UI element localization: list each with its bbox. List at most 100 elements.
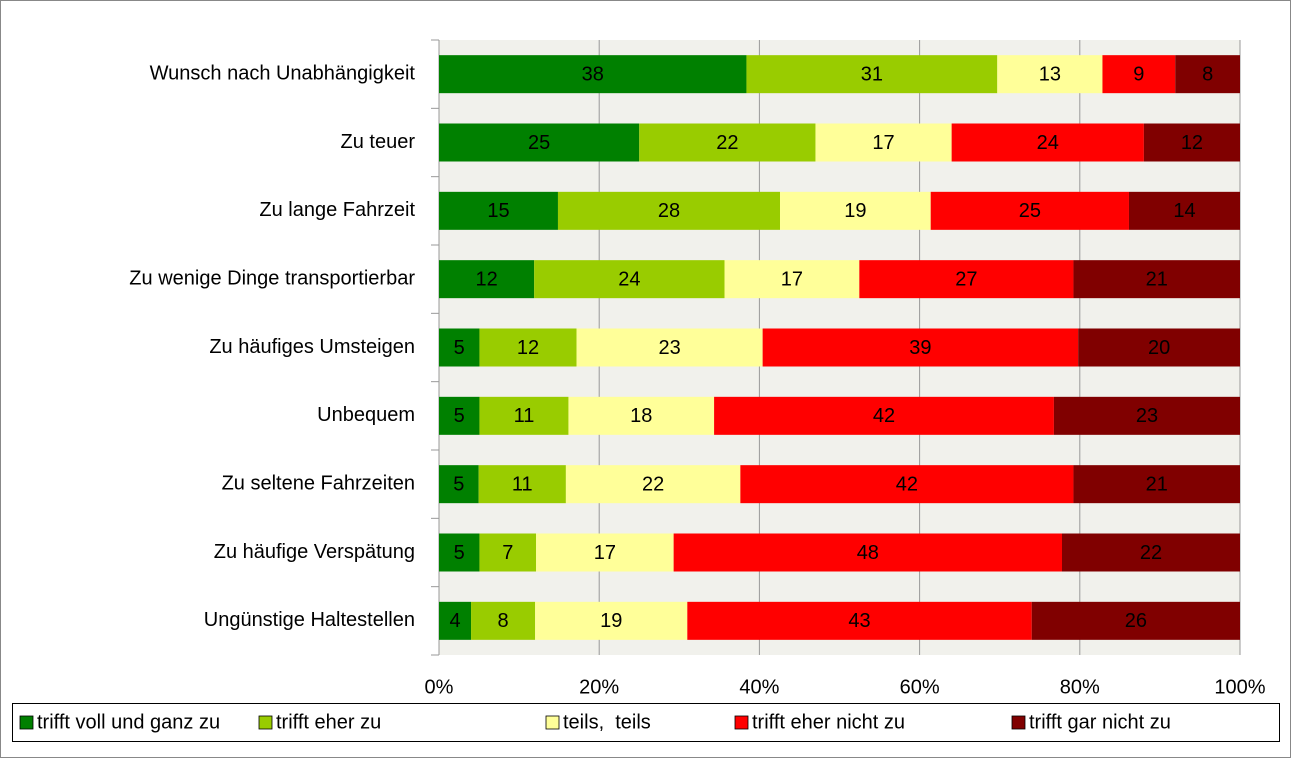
bar-segment	[859, 260, 1074, 299]
bar-segment	[557, 191, 781, 230]
x-tick-label: 20%	[579, 676, 619, 698]
y-tick-label: Zu seltene Fahrzeiten	[222, 472, 415, 494]
bar-segment	[568, 396, 715, 435]
value-label: 5	[453, 473, 464, 495]
bar-segment	[1062, 533, 1240, 572]
legend-label: trifft gar nicht zu	[1029, 711, 1171, 733]
value-label: 14	[1173, 200, 1195, 222]
y-tick-label: Zu lange Fahrzeit	[259, 199, 415, 221]
y-tick-label: Ungünstige Haltestellen	[204, 609, 415, 631]
value-label: 23	[658, 337, 680, 359]
value-label: 17	[781, 268, 803, 290]
bar-segment	[479, 533, 537, 572]
x-tick-label: 100%	[1214, 676, 1265, 698]
value-label: 24	[618, 268, 640, 290]
value-label: 27	[955, 268, 977, 290]
value-label: 12	[475, 268, 497, 290]
legend-swatch	[1011, 715, 1026, 730]
legend-swatch	[19, 715, 34, 730]
bar-segment	[687, 601, 1032, 640]
bar-segment	[479, 328, 577, 367]
bar-segment	[471, 601, 536, 640]
bar-segment	[1073, 465, 1240, 504]
value-label: 17	[872, 132, 894, 154]
bar-segment	[714, 396, 1054, 435]
value-label: 15	[487, 200, 509, 222]
y-tick-label: Zu häufiges Umsteigen	[209, 336, 415, 358]
bar-segment	[534, 260, 725, 299]
bar-segment	[1031, 601, 1240, 640]
x-tick-label: 60%	[900, 676, 940, 698]
legend-swatch	[258, 715, 273, 730]
bar-segment	[1175, 55, 1240, 94]
legend-label: trifft eher zu	[276, 711, 381, 733]
legend-label: trifft voll und ganz zu	[37, 711, 220, 733]
bar-segment	[951, 123, 1144, 162]
y-tick-label: Wunsch nach Unabhängigkeit	[150, 62, 416, 84]
value-label: 9	[1133, 63, 1144, 85]
bar-segment	[439, 465, 479, 504]
value-label: 43	[848, 610, 870, 632]
value-label: 8	[1202, 63, 1213, 85]
bar-segment	[439, 601, 472, 640]
value-label: 28	[658, 200, 680, 222]
value-label: 22	[716, 132, 738, 154]
bar-segment	[1053, 396, 1240, 435]
bar-segment	[724, 260, 860, 299]
bar-segment	[639, 123, 816, 162]
value-label: 25	[1019, 200, 1041, 222]
value-label: 5	[454, 542, 465, 564]
value-label: 24	[1037, 132, 1059, 154]
bar-segment	[762, 328, 1079, 367]
value-label: 4	[449, 610, 460, 632]
value-label: 5	[454, 405, 465, 427]
bar-segment	[535, 601, 688, 640]
bar-segment	[930, 191, 1129, 230]
value-label: 19	[844, 200, 866, 222]
value-label: 12	[1181, 132, 1203, 154]
y-tick-label: Zu häufige Verspätung	[214, 541, 415, 563]
value-label: 11	[512, 473, 533, 495]
value-label: 19	[600, 610, 622, 632]
value-label: 5	[454, 337, 465, 359]
legend-box	[12, 703, 1280, 742]
legend-swatch	[734, 715, 749, 730]
x-tick-label: 80%	[1060, 676, 1100, 698]
value-label: 21	[1146, 268, 1168, 290]
value-label: 25	[528, 132, 550, 154]
bar-segment	[1143, 123, 1240, 162]
bar-segment	[1073, 260, 1240, 299]
x-tick-label: 0%	[425, 676, 454, 698]
bar-segment	[815, 123, 952, 162]
bar-segment	[746, 55, 998, 94]
value-label: 8	[498, 610, 509, 632]
bar-segment	[780, 191, 931, 230]
bar-segment	[673, 533, 1062, 572]
value-label: 13	[1039, 63, 1061, 85]
value-label: 21	[1146, 473, 1168, 495]
value-label: 48	[857, 542, 879, 564]
value-label: 17	[594, 542, 616, 564]
bar-segment	[576, 328, 763, 367]
bar-segment	[1078, 328, 1240, 367]
bar-segment	[439, 533, 480, 572]
value-label: 31	[861, 63, 883, 85]
bar-segment	[565, 465, 741, 504]
value-label: 18	[630, 405, 652, 427]
x-tick-label: 40%	[739, 676, 779, 698]
value-label: 23	[1136, 405, 1158, 427]
value-label: 42	[873, 405, 895, 427]
value-label: 39	[909, 337, 931, 359]
bar-segment	[439, 328, 480, 367]
value-label: 11	[514, 405, 535, 427]
bar-segment	[1128, 191, 1240, 230]
value-label: 12	[517, 337, 539, 359]
bar-segment	[997, 55, 1103, 94]
value-label: 22	[642, 473, 664, 495]
value-label: 26	[1125, 610, 1147, 632]
bar-segment	[536, 533, 674, 572]
value-label: 38	[582, 63, 604, 85]
value-label: 22	[1140, 542, 1162, 564]
value-label: 20	[1148, 337, 1170, 359]
